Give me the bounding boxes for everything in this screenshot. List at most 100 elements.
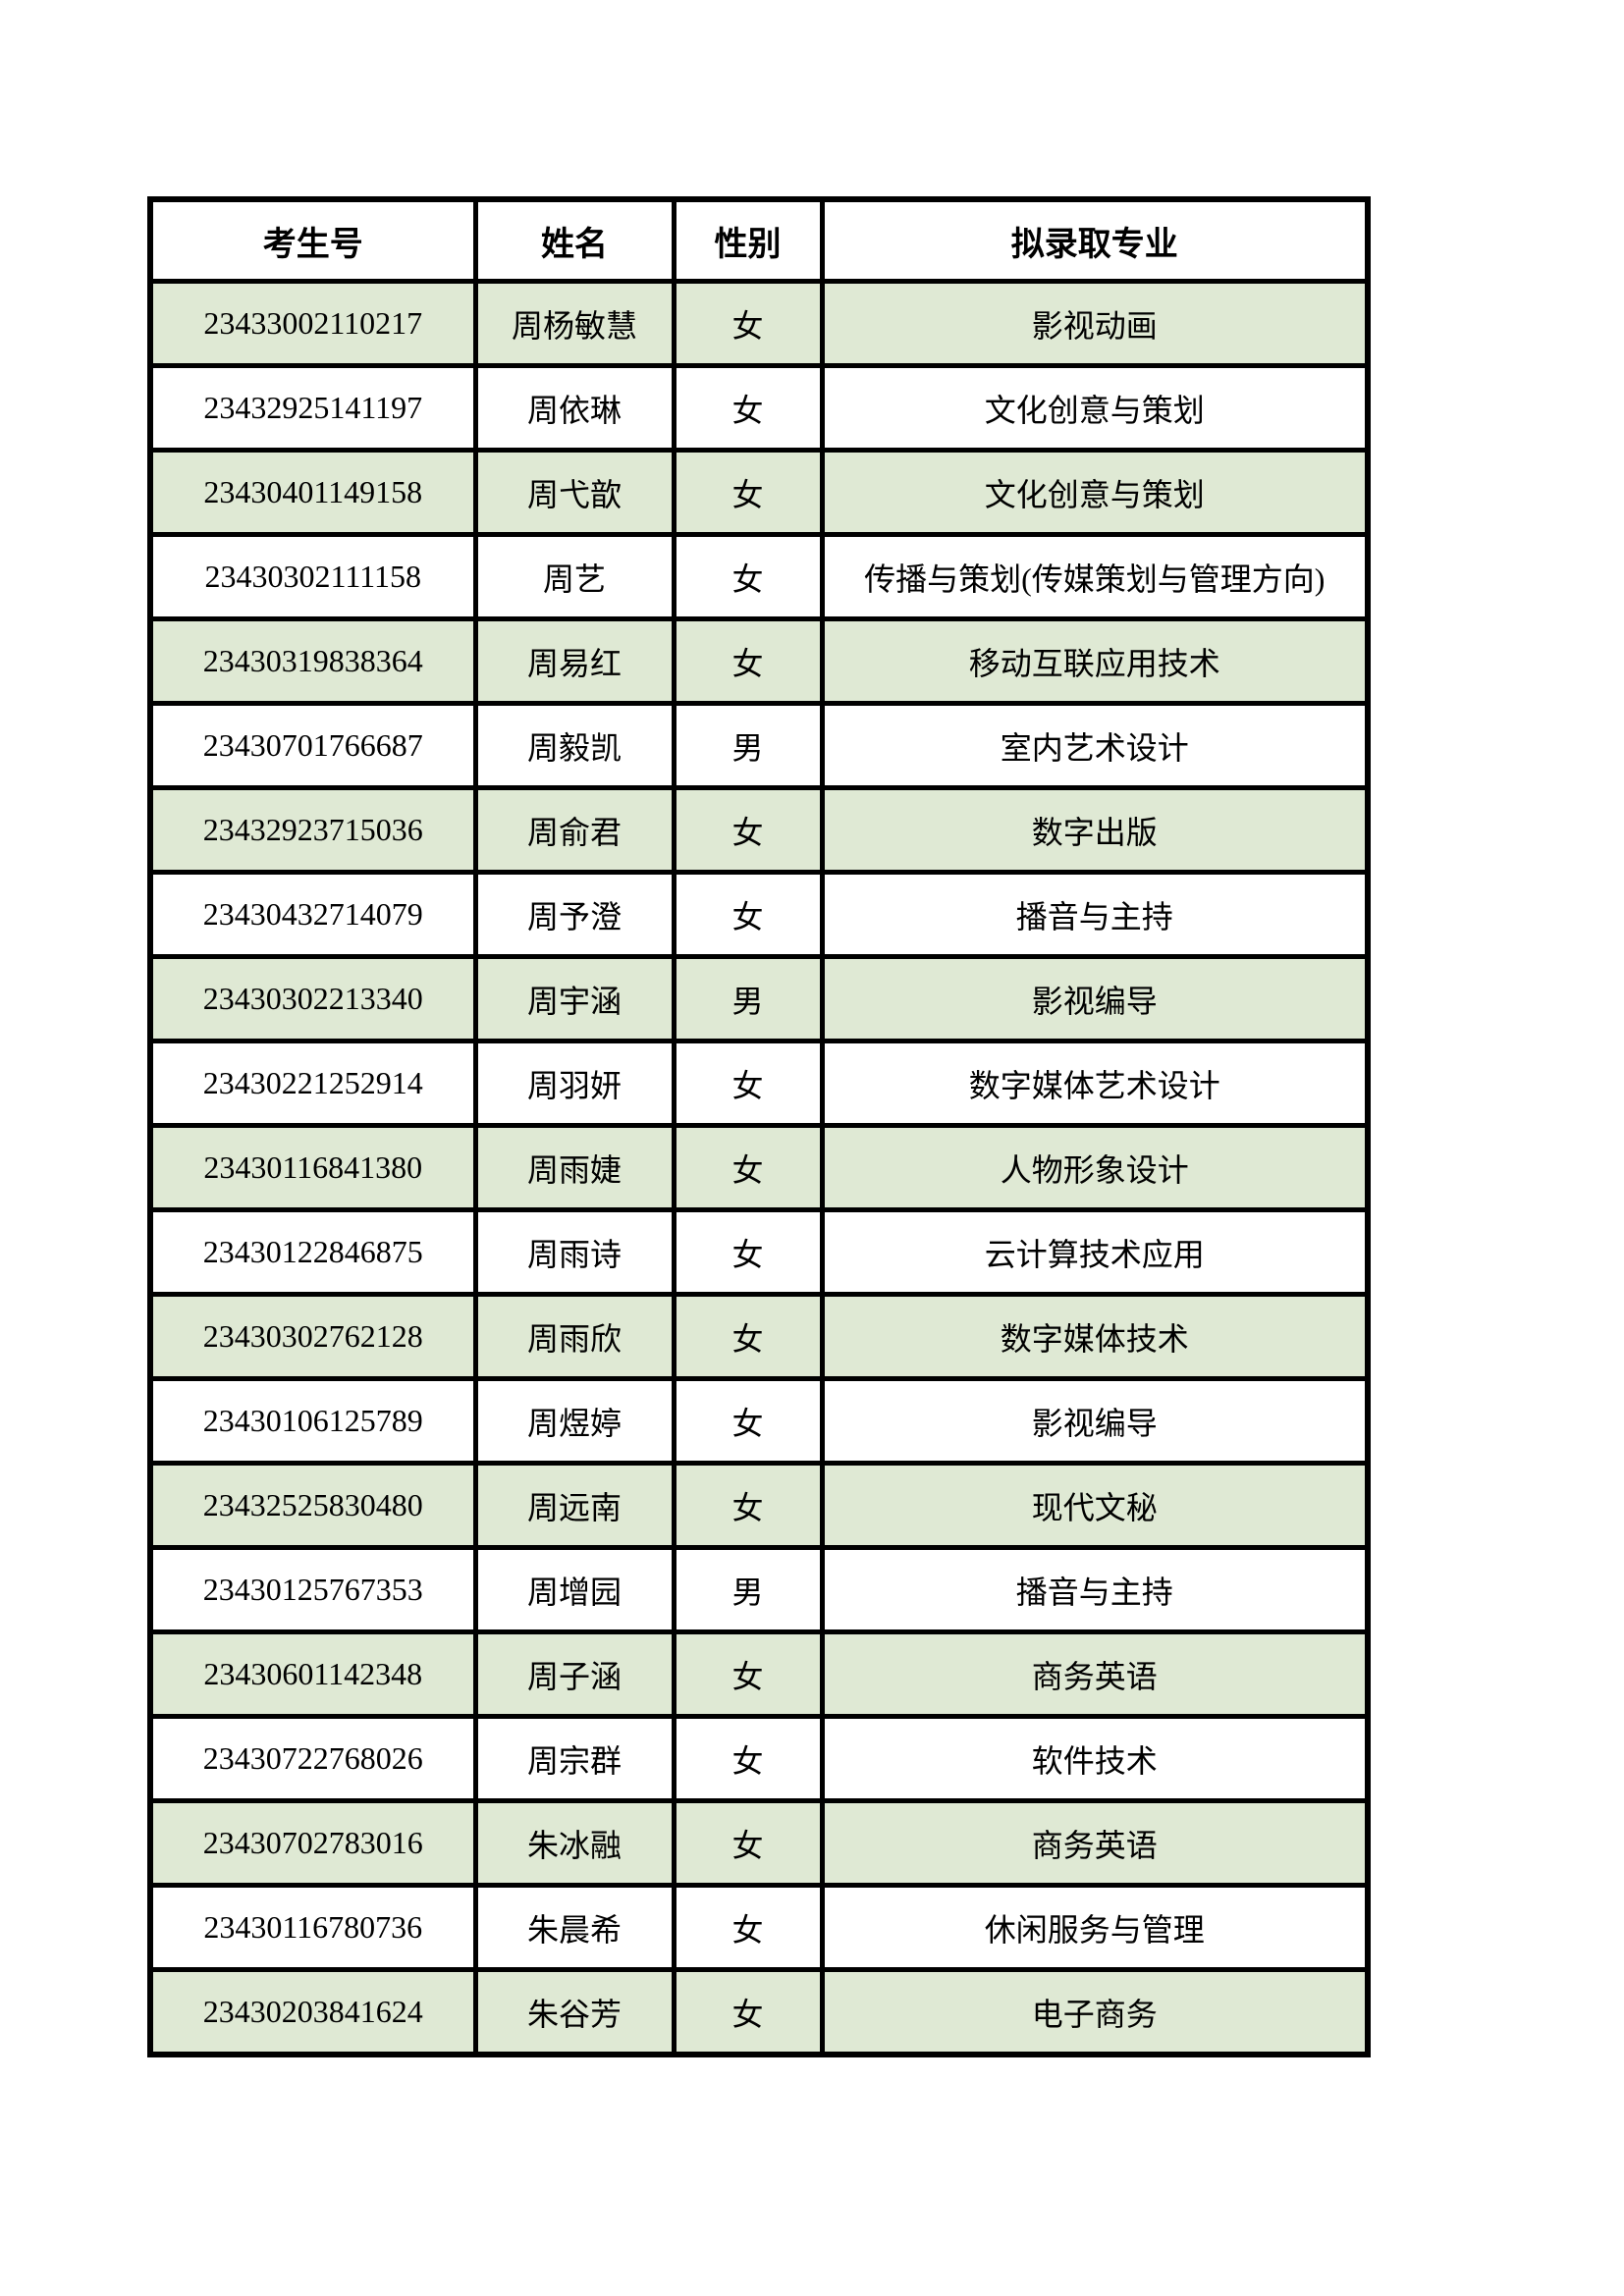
cell-major: 数字出版	[819, 785, 1371, 875]
cell-candidate-id: 23430302762128	[147, 1292, 478, 1381]
cell-name: 周毅凯	[472, 701, 677, 790]
table-row: 23430116841380 周雨婕 女 人物形象设计	[147, 1123, 1371, 1212]
header-gender: 性别	[671, 196, 825, 284]
cell-candidate-id: 23432525830480	[147, 1461, 478, 1550]
cell-major: 电子商务	[819, 1967, 1371, 2057]
cell-candidate-id: 23430302111158	[147, 532, 478, 621]
cell-gender: 女	[671, 1629, 825, 1719]
cell-gender: 女	[671, 279, 825, 368]
cell-major: 商务英语	[819, 1798, 1371, 1888]
table-row: 23430401149158 周弋歆 女 文化创意与策划	[147, 448, 1371, 537]
cell-name: 周羽妍	[472, 1039, 677, 1128]
cell-major: 文化创意与策划	[819, 448, 1371, 537]
cell-name: 周俞君	[472, 785, 677, 875]
cell-name: 朱谷芳	[472, 1967, 677, 2057]
table-row: 23430319838364 周易红 女 移动互联应用技术	[147, 616, 1371, 706]
cell-name: 周煜婷	[472, 1376, 677, 1466]
cell-name: 周增园	[472, 1545, 677, 1634]
cell-gender: 女	[671, 870, 825, 959]
cell-major: 影视动画	[819, 279, 1371, 368]
cell-gender: 女	[671, 1883, 825, 1972]
cell-candidate-id: 23430722768026	[147, 1714, 478, 1803]
cell-gender: 女	[671, 616, 825, 706]
cell-candidate-id: 23432925141197	[147, 363, 478, 453]
table-row: 23430432714079 周予澄 女 播音与主持	[147, 870, 1371, 959]
cell-major: 数字媒体艺术设计	[819, 1039, 1371, 1128]
cell-name: 周宗群	[472, 1714, 677, 1803]
cell-name: 周雨欣	[472, 1292, 677, 1381]
cell-name: 周远南	[472, 1461, 677, 1550]
table-row: 23432923715036 周俞君 女 数字出版	[147, 785, 1371, 875]
table-row: 23430106125789 周煜婷 女 影视编导	[147, 1376, 1371, 1466]
cell-major: 软件技术	[819, 1714, 1371, 1803]
cell-candidate-id: 23430116841380	[147, 1123, 478, 1212]
cell-major: 影视编导	[819, 954, 1371, 1043]
table-row: 23430302213340 周宇涵 男 影视编导	[147, 954, 1371, 1043]
table-row: 23433002110217 周杨敏慧 女 影视动画	[147, 279, 1371, 368]
cell-candidate-id: 23433002110217	[147, 279, 478, 368]
cell-major: 现代文秘	[819, 1461, 1371, 1550]
cell-gender: 女	[671, 448, 825, 537]
header-name: 姓名	[472, 196, 677, 284]
cell-gender: 女	[671, 1461, 825, 1550]
cell-major: 商务英语	[819, 1629, 1371, 1719]
cell-name: 周艺	[472, 532, 677, 621]
cell-major: 室内艺术设计	[819, 701, 1371, 790]
table-row: 23430701766687 周毅凯 男 室内艺术设计	[147, 701, 1371, 790]
cell-major: 影视编导	[819, 1376, 1371, 1466]
table-row: 23430302762128 周雨欣 女 数字媒体技术	[147, 1292, 1371, 1381]
cell-gender: 男	[671, 1545, 825, 1634]
table-row: 23430122846875 周雨诗 女 云计算技术应用	[147, 1207, 1371, 1297]
cell-major: 休闲服务与管理	[819, 1883, 1371, 1972]
cell-gender: 女	[671, 1207, 825, 1297]
cell-gender: 女	[671, 1967, 825, 2057]
cell-gender: 女	[671, 1714, 825, 1803]
cell-gender: 男	[671, 954, 825, 1043]
cell-name: 周雨婕	[472, 1123, 677, 1212]
cell-candidate-id: 23430319838364	[147, 616, 478, 706]
cell-major: 播音与主持	[819, 870, 1371, 959]
cell-candidate-id: 23430401149158	[147, 448, 478, 537]
cell-major: 播音与主持	[819, 1545, 1371, 1634]
cell-name: 周宇涵	[472, 954, 677, 1043]
cell-candidate-id: 23430702783016	[147, 1798, 478, 1888]
cell-name: 朱晨希	[472, 1883, 677, 1972]
table-row: 23430702783016 朱冰融 女 商务英语	[147, 1798, 1371, 1888]
table-row: 23432525830480 周远南 女 现代文秘	[147, 1461, 1371, 1550]
cell-candidate-id: 23432923715036	[147, 785, 478, 875]
cell-candidate-id: 23430701766687	[147, 701, 478, 790]
cell-candidate-id: 23430122846875	[147, 1207, 478, 1297]
cell-major: 移动互联应用技术	[819, 616, 1371, 706]
cell-name: 周雨诗	[472, 1207, 677, 1297]
cell-name: 周杨敏慧	[472, 279, 677, 368]
cell-major: 传播与策划(传媒策划与管理方向)	[819, 532, 1371, 621]
table-row: 23430221252914 周羽妍 女 数字媒体艺术设计	[147, 1039, 1371, 1128]
cell-gender: 女	[671, 785, 825, 875]
cell-candidate-id: 23430106125789	[147, 1376, 478, 1466]
header-major: 拟录取专业	[819, 196, 1371, 284]
cell-name: 朱冰融	[472, 1798, 677, 1888]
cell-name: 周易红	[472, 616, 677, 706]
cell-candidate-id: 23430601142348	[147, 1629, 478, 1719]
table-row: 23430125767353 周增园 男 播音与主持	[147, 1545, 1371, 1634]
cell-candidate-id: 23430125767353	[147, 1545, 478, 1634]
admission-list-table: 考生号 姓名 性别 拟录取专业 23433002110217 周杨敏慧 女 影视…	[147, 196, 1371, 2057]
cell-candidate-id: 23430203841624	[147, 1967, 478, 2057]
table-row: 23432925141197 周依琳 女 文化创意与策划	[147, 363, 1371, 453]
table-row: 23430302111158 周艺 女 传播与策划(传媒策划与管理方向)	[147, 532, 1371, 621]
cell-name: 周依琳	[472, 363, 677, 453]
table-row: 23430116780736 朱晨希 女 休闲服务与管理	[147, 1883, 1371, 1972]
cell-gender: 女	[671, 1376, 825, 1466]
table-header-row: 考生号 姓名 性别 拟录取专业	[147, 196, 1371, 284]
table-row: 23430722768026 周宗群 女 软件技术	[147, 1714, 1371, 1803]
cell-gender: 女	[671, 1039, 825, 1128]
cell-candidate-id: 23430116780736	[147, 1883, 478, 1972]
cell-candidate-id: 23430432714079	[147, 870, 478, 959]
cell-gender: 女	[671, 1292, 825, 1381]
cell-major: 数字媒体技术	[819, 1292, 1371, 1381]
cell-gender: 女	[671, 532, 825, 621]
cell-major: 云计算技术应用	[819, 1207, 1371, 1297]
cell-gender: 女	[671, 1798, 825, 1888]
cell-candidate-id: 23430221252914	[147, 1039, 478, 1128]
cell-gender: 女	[671, 1123, 825, 1212]
